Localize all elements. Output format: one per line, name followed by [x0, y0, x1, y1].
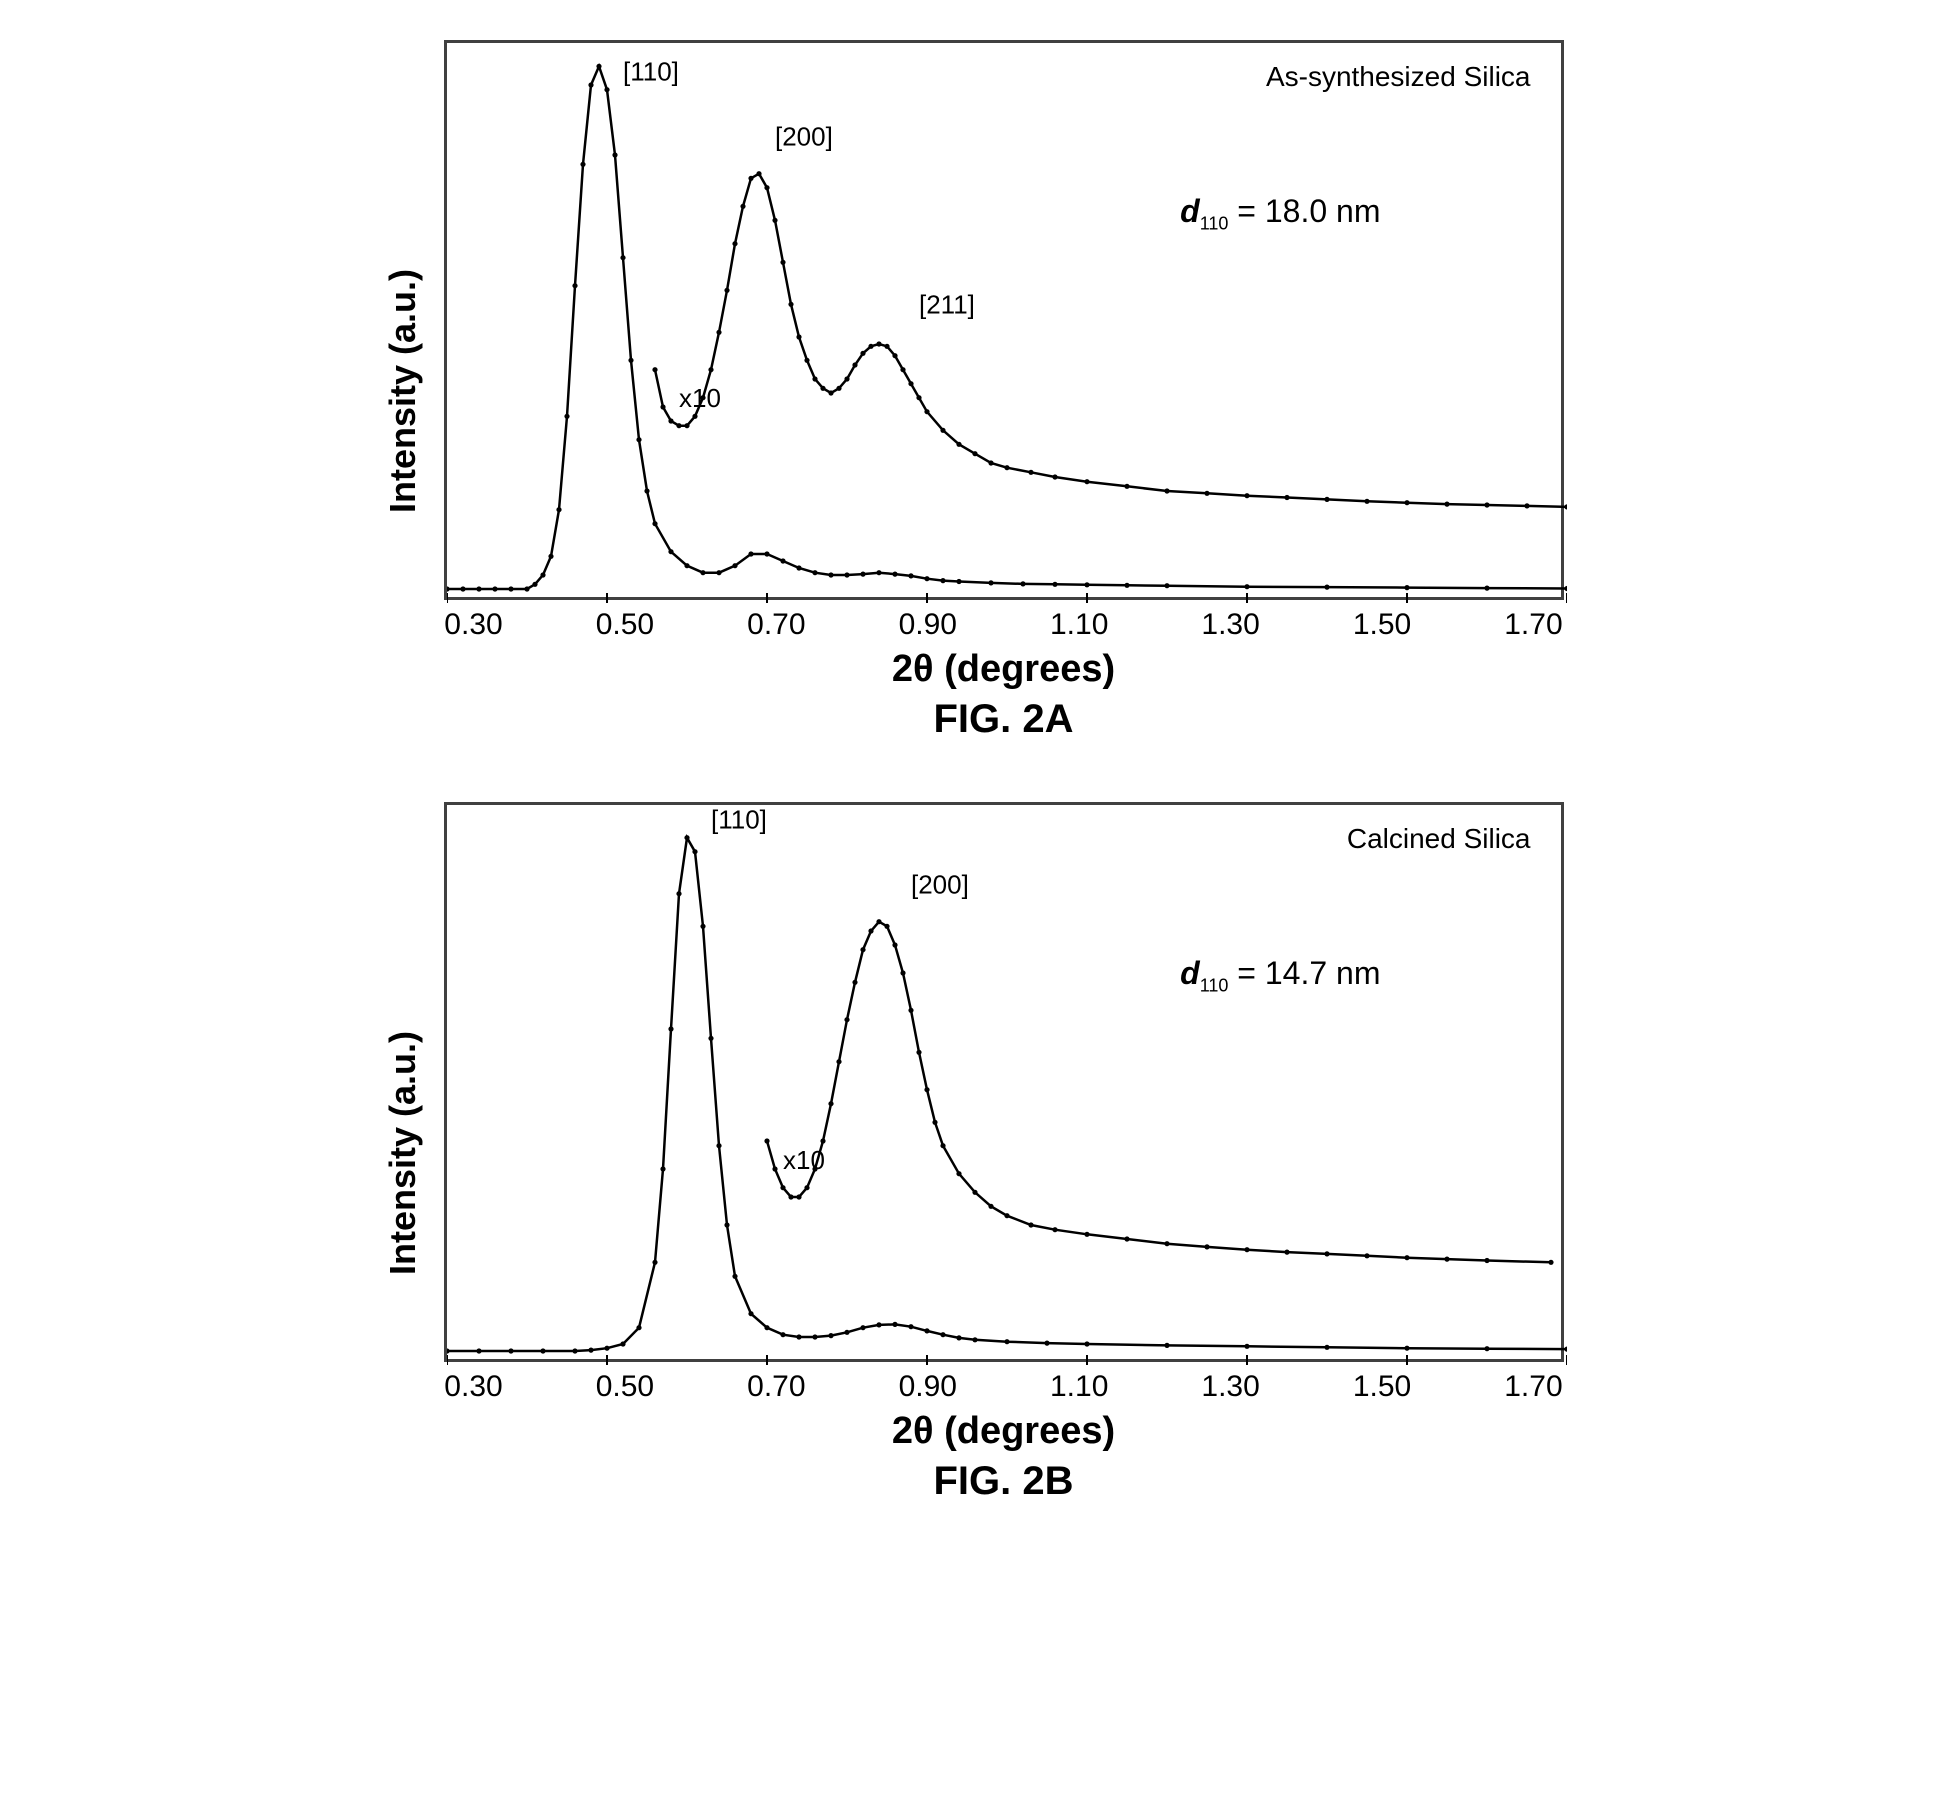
figure-caption: FIG. 2A — [444, 697, 1564, 742]
chart-svg: [110] [200] [211] x10 — [447, 43, 1567, 603]
peak-label-0: [110] — [711, 805, 767, 834]
x-axis-label: 2θ (degrees) — [444, 648, 1564, 691]
xtick-label: 1.10 — [1049, 1370, 1109, 1404]
peak-label-1: [200] — [775, 122, 833, 152]
zoom-multiplier-label: x10 — [783, 1145, 825, 1175]
figure-panel-a: Intensity (a.u.) [110] [200] [211] x10 As-s… — [382, 40, 1564, 742]
d-spacing-label: d110 = 14.7 nm — [1180, 955, 1380, 996]
xtick-label: 1.30 — [1201, 1370, 1261, 1404]
y-axis-label: Intensity (a.u.) — [382, 269, 424, 513]
x-axis-label: 2θ (degrees) — [444, 1410, 1564, 1453]
xtick-label: 0.90 — [898, 608, 958, 642]
zoom-curve — [767, 922, 1551, 1263]
xtick-row: 0.30 0.50 0.70 0.90 1.10 1.30 1.50 1.70 — [444, 1370, 1564, 1404]
sample-legend: As-synthesized Silica — [1266, 61, 1531, 93]
main-curve — [447, 838, 1567, 1351]
chart-svg: [110] [200] x10 — [447, 805, 1567, 1365]
figure-panel-b: Intensity (a.u.) [110] [200] x10 Calcined … — [382, 802, 1564, 1504]
plot-area: [110] [200] [211] x10 As-synthesized Silica… — [444, 40, 1564, 600]
xtick-label: 1.70 — [1503, 1370, 1563, 1404]
xtick-label: 0.70 — [746, 608, 806, 642]
zoom-multiplier-label: x10 — [679, 383, 721, 413]
zoom-curve — [655, 174, 1567, 507]
sample-legend: Calcined Silica — [1347, 823, 1531, 855]
xtick-label: 1.30 — [1201, 608, 1261, 642]
xtick-row: 0.30 0.50 0.70 0.90 1.10 1.30 1.50 1.70 — [444, 608, 1564, 642]
xtick-label: 1.10 — [1049, 608, 1109, 642]
peak-label-2: [211] — [919, 290, 975, 320]
main-curve — [447, 66, 1567, 589]
xtick-label: 0.50 — [595, 608, 655, 642]
figure-caption: FIG. 2B — [444, 1459, 1564, 1504]
plot-area: [110] [200] x10 Calcined Silica d110 = 14.… — [444, 802, 1564, 1362]
xtick-label: 0.30 — [444, 608, 504, 642]
y-axis-label: Intensity (a.u.) — [382, 1031, 424, 1275]
xtick-label: 0.50 — [595, 1370, 655, 1404]
xtick-label: 0.30 — [444, 1370, 504, 1404]
d-spacing-label: d110 = 18.0 nm — [1180, 193, 1380, 234]
xtick-label: 1.50 — [1352, 608, 1412, 642]
xtick-label: 0.90 — [898, 1370, 958, 1404]
xtick-label: 0.70 — [746, 1370, 806, 1404]
xtick-label: 1.70 — [1503, 608, 1563, 642]
peak-label-1: [200] — [911, 870, 969, 900]
peak-label-0: [110] — [623, 56, 679, 86]
xtick-label: 1.50 — [1352, 1370, 1412, 1404]
